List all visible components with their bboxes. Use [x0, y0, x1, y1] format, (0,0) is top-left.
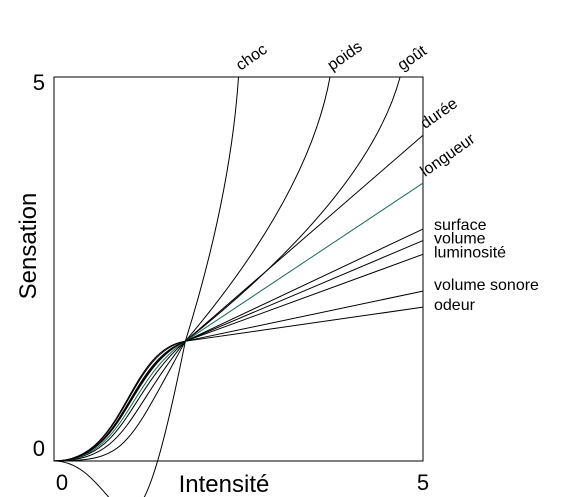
label-odeur: odeur	[434, 297, 476, 314]
label-gout: goût	[395, 42, 431, 74]
x-tick-left: 0	[56, 470, 68, 495]
curve-odeur	[53, 306, 424, 462]
curve-choc	[53, 76, 239, 497]
label-surface: surface	[434, 217, 487, 234]
label-volume-sonore: volume sonore	[434, 277, 539, 294]
label-poids: poids	[325, 38, 366, 74]
plot-frame	[53, 76, 424, 462]
y-tick-top: 5	[33, 70, 45, 95]
label-choc: choc	[233, 41, 270, 74]
label-volume: volume	[434, 231, 486, 248]
x-axis-title: Intensité	[179, 471, 270, 497]
curve-duree	[53, 134, 424, 462]
curve-gout	[53, 76, 401, 462]
y-axis-title: Sensation	[15, 193, 42, 300]
y-tick-bottom: 0	[33, 436, 45, 461]
label-longueur: longueur	[418, 130, 479, 180]
label-luminosite: luminosité	[434, 244, 506, 261]
x-tick-right: 5	[417, 470, 429, 495]
curves-layer	[53, 76, 424, 497]
curve-longueur	[53, 182, 424, 462]
curve-poids	[53, 76, 331, 462]
label-duree: durée	[418, 95, 461, 132]
